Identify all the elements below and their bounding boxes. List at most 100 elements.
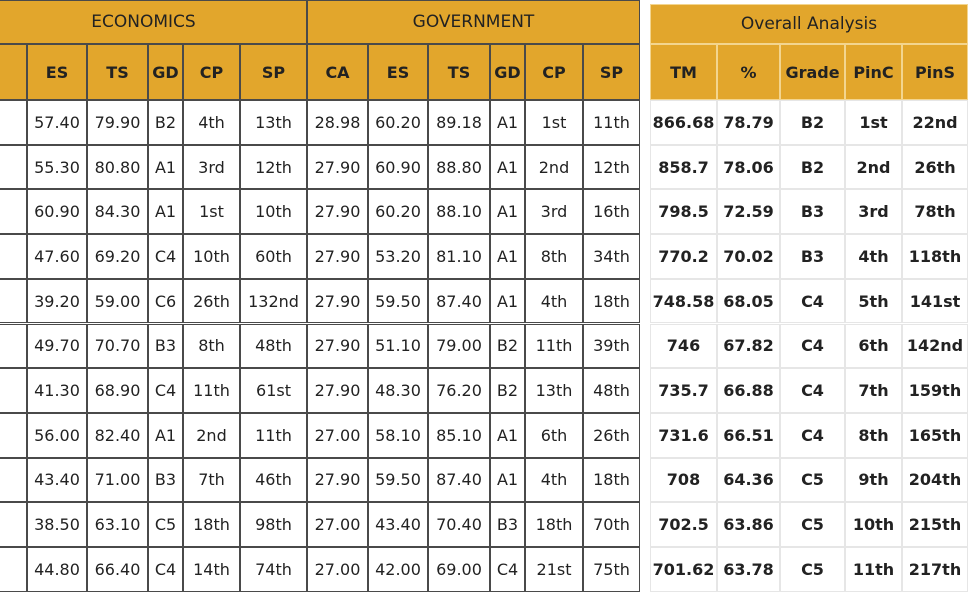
table-cell: 89.18 xyxy=(428,100,490,145)
table-cell: 39th xyxy=(583,323,640,369)
column-header: ES xyxy=(27,44,87,100)
table-cell: 66.88 xyxy=(717,368,780,413)
column-header: CA xyxy=(307,44,368,100)
table-cell: 16th xyxy=(583,189,640,235)
column-header: SP xyxy=(583,44,640,100)
table-cell: 731.6 xyxy=(650,412,717,458)
table-cell: 10th xyxy=(183,234,240,279)
table-cell: 702.5 xyxy=(650,502,717,547)
table-cell: 708 xyxy=(650,457,717,503)
table-cell: 70.02 xyxy=(717,234,780,279)
table-cell: C5 xyxy=(780,502,845,547)
table-cell: 57.40 xyxy=(27,100,87,145)
table-cell: 47.60 xyxy=(27,234,87,279)
table-cell: 4th xyxy=(183,100,240,145)
table-cell: 9th xyxy=(845,457,902,503)
clipped-cell xyxy=(0,100,27,145)
clipped-cell xyxy=(0,234,27,279)
table-cell: 58.10 xyxy=(368,412,428,458)
table-cell: 22nd xyxy=(902,100,968,145)
table-cell: 27.90 xyxy=(307,278,368,324)
table-cell: 60.20 xyxy=(368,100,428,145)
table-cell: 3rd xyxy=(183,144,240,190)
table-cell: 56.00 xyxy=(27,412,87,458)
table-cell: 10th xyxy=(845,502,902,547)
clipped-cell xyxy=(0,547,27,592)
table-cell: C5 xyxy=(148,502,183,547)
table-cell: A1 xyxy=(490,100,525,145)
table-cell: 11th xyxy=(183,368,240,413)
table-cell: 87.40 xyxy=(428,457,490,503)
table-cell: 18th xyxy=(583,278,640,324)
table-cell: 858.7 xyxy=(650,144,717,190)
table-cell: 27.90 xyxy=(307,234,368,279)
table-cell: 4th xyxy=(845,234,902,279)
table-cell: 46th xyxy=(240,457,307,503)
table-cell: 132nd xyxy=(240,278,307,324)
table-cell: 63.10 xyxy=(87,502,148,547)
table-cell: 81.10 xyxy=(428,234,490,279)
table-cell: 14th xyxy=(183,547,240,592)
table-cell: 34th xyxy=(583,234,640,279)
table-cell: 21st xyxy=(525,547,583,592)
table-cell: A1 xyxy=(490,234,525,279)
table-cell: C4 xyxy=(780,323,845,369)
table-cell: 2nd xyxy=(525,144,583,190)
table-cell: 80.80 xyxy=(87,144,148,190)
table-cell: 8th xyxy=(525,234,583,279)
table-cell: 10th xyxy=(240,189,307,235)
table-cell: 12th xyxy=(583,144,640,190)
table-cell: 8th xyxy=(845,412,902,458)
table-cell: 79.90 xyxy=(87,100,148,145)
table-cell: C4 xyxy=(148,234,183,279)
table-cell: 60th xyxy=(240,234,307,279)
table-cell: 701.62 xyxy=(650,547,717,592)
table-cell: B2 xyxy=(490,368,525,413)
table-cell: 1st xyxy=(525,100,583,145)
table-cell: 27.90 xyxy=(307,457,368,503)
table-cell: 746 xyxy=(650,323,717,369)
table-cell: 798.5 xyxy=(650,189,717,235)
table-cell: 60.90 xyxy=(27,189,87,235)
table-cell: 49.70 xyxy=(27,323,87,369)
table-cell: 3rd xyxy=(525,189,583,235)
table-cell: C4 xyxy=(148,547,183,592)
table-cell: 48th xyxy=(240,323,307,369)
clipped-cell xyxy=(0,368,27,413)
table-cell: A1 xyxy=(490,189,525,235)
table-cell: 26th xyxy=(902,144,968,190)
table-cell: A1 xyxy=(490,278,525,324)
column-header: Grade xyxy=(780,44,845,100)
table-cell: 217th xyxy=(902,547,968,592)
clipped-cell xyxy=(0,412,27,458)
column-header: GD xyxy=(148,44,183,100)
column-header: GD xyxy=(490,44,525,100)
table-cell: 72.59 xyxy=(717,189,780,235)
table-cell: 68.90 xyxy=(87,368,148,413)
table-cell: B2 xyxy=(148,100,183,145)
table-cell: C4 xyxy=(148,368,183,413)
table-cell: 5th xyxy=(845,278,902,324)
column-header: PinS xyxy=(902,44,968,100)
table-cell: 27.00 xyxy=(307,547,368,592)
table-cell: 1st xyxy=(183,189,240,235)
table-cell: 4th xyxy=(525,457,583,503)
table-cell: 8th xyxy=(183,323,240,369)
table-cell: 88.80 xyxy=(428,144,490,190)
table-cell: 60.20 xyxy=(368,189,428,235)
table-cell: 866.68 xyxy=(650,100,717,145)
table-cell: 39.20 xyxy=(27,278,87,324)
column-header: TS xyxy=(87,44,148,100)
clipped-cell xyxy=(0,457,27,503)
table-cell: C4 xyxy=(780,412,845,458)
table-cell: 70.40 xyxy=(428,502,490,547)
table-cell: 84.30 xyxy=(87,189,148,235)
table-cell: 4th xyxy=(525,278,583,324)
table-cell: 770.2 xyxy=(650,234,717,279)
group-header: GOVERNMENT xyxy=(307,0,640,44)
table-cell: 59.00 xyxy=(87,278,148,324)
table-cell: 75th xyxy=(583,547,640,592)
table-cell: 98th xyxy=(240,502,307,547)
table-cell: 71.00 xyxy=(87,457,148,503)
